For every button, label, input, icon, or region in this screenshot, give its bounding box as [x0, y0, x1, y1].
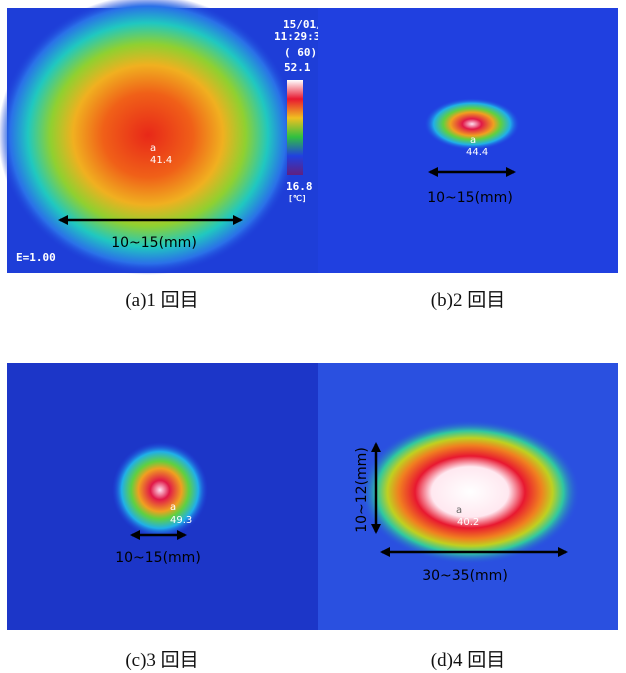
dimension-vertical: 10~12(mm)	[354, 447, 370, 533]
caption: (b)2 回目	[431, 290, 505, 311]
figure: 15/01/07 11:29:34 ( 60) 52.1 16.8 [℃] E=…	[0, 0, 626, 673]
dimension: 10~15(mm)	[111, 235, 197, 251]
panel-b: a 44.4 10~15(mm)	[318, 8, 618, 273]
point-label: a	[470, 135, 476, 146]
temperature: 41.4	[150, 155, 172, 166]
point-label: a	[170, 502, 176, 513]
heat-spot	[360, 420, 580, 564]
temperature: 49.3	[170, 515, 192, 526]
dimension: 30~35(mm)	[422, 568, 508, 584]
dimension: 10~15(mm)	[115, 550, 201, 566]
emissivity: E=1.00	[16, 251, 56, 264]
setting: ( 60)	[284, 46, 317, 59]
heat-spot	[0, 0, 298, 275]
scale-max: 52.1	[284, 61, 311, 74]
scale-min: 16.8	[286, 180, 313, 193]
caption: (c)3 回目	[125, 650, 198, 671]
panel-c: a 49.3 10~15(mm)	[7, 363, 318, 630]
heat-spot	[112, 442, 208, 538]
point-label: a	[150, 143, 156, 154]
caption: (d)4 回目	[431, 650, 505, 671]
unit: [℃]	[288, 194, 307, 203]
temperature: 44.4	[466, 147, 488, 158]
temperature: 40.2	[457, 517, 479, 528]
caption: (a)1 回目	[125, 290, 198, 311]
dimension: 10~15(mm)	[427, 190, 513, 206]
point-label: a	[456, 505, 462, 516]
color-scale	[287, 80, 303, 175]
panel-d: a 40.2 10~12(mm) 30~35(mm)	[318, 363, 618, 630]
panel-a: 15/01/07 11:29:34 ( 60) 52.1 16.8 [℃] E=…	[0, 0, 336, 275]
